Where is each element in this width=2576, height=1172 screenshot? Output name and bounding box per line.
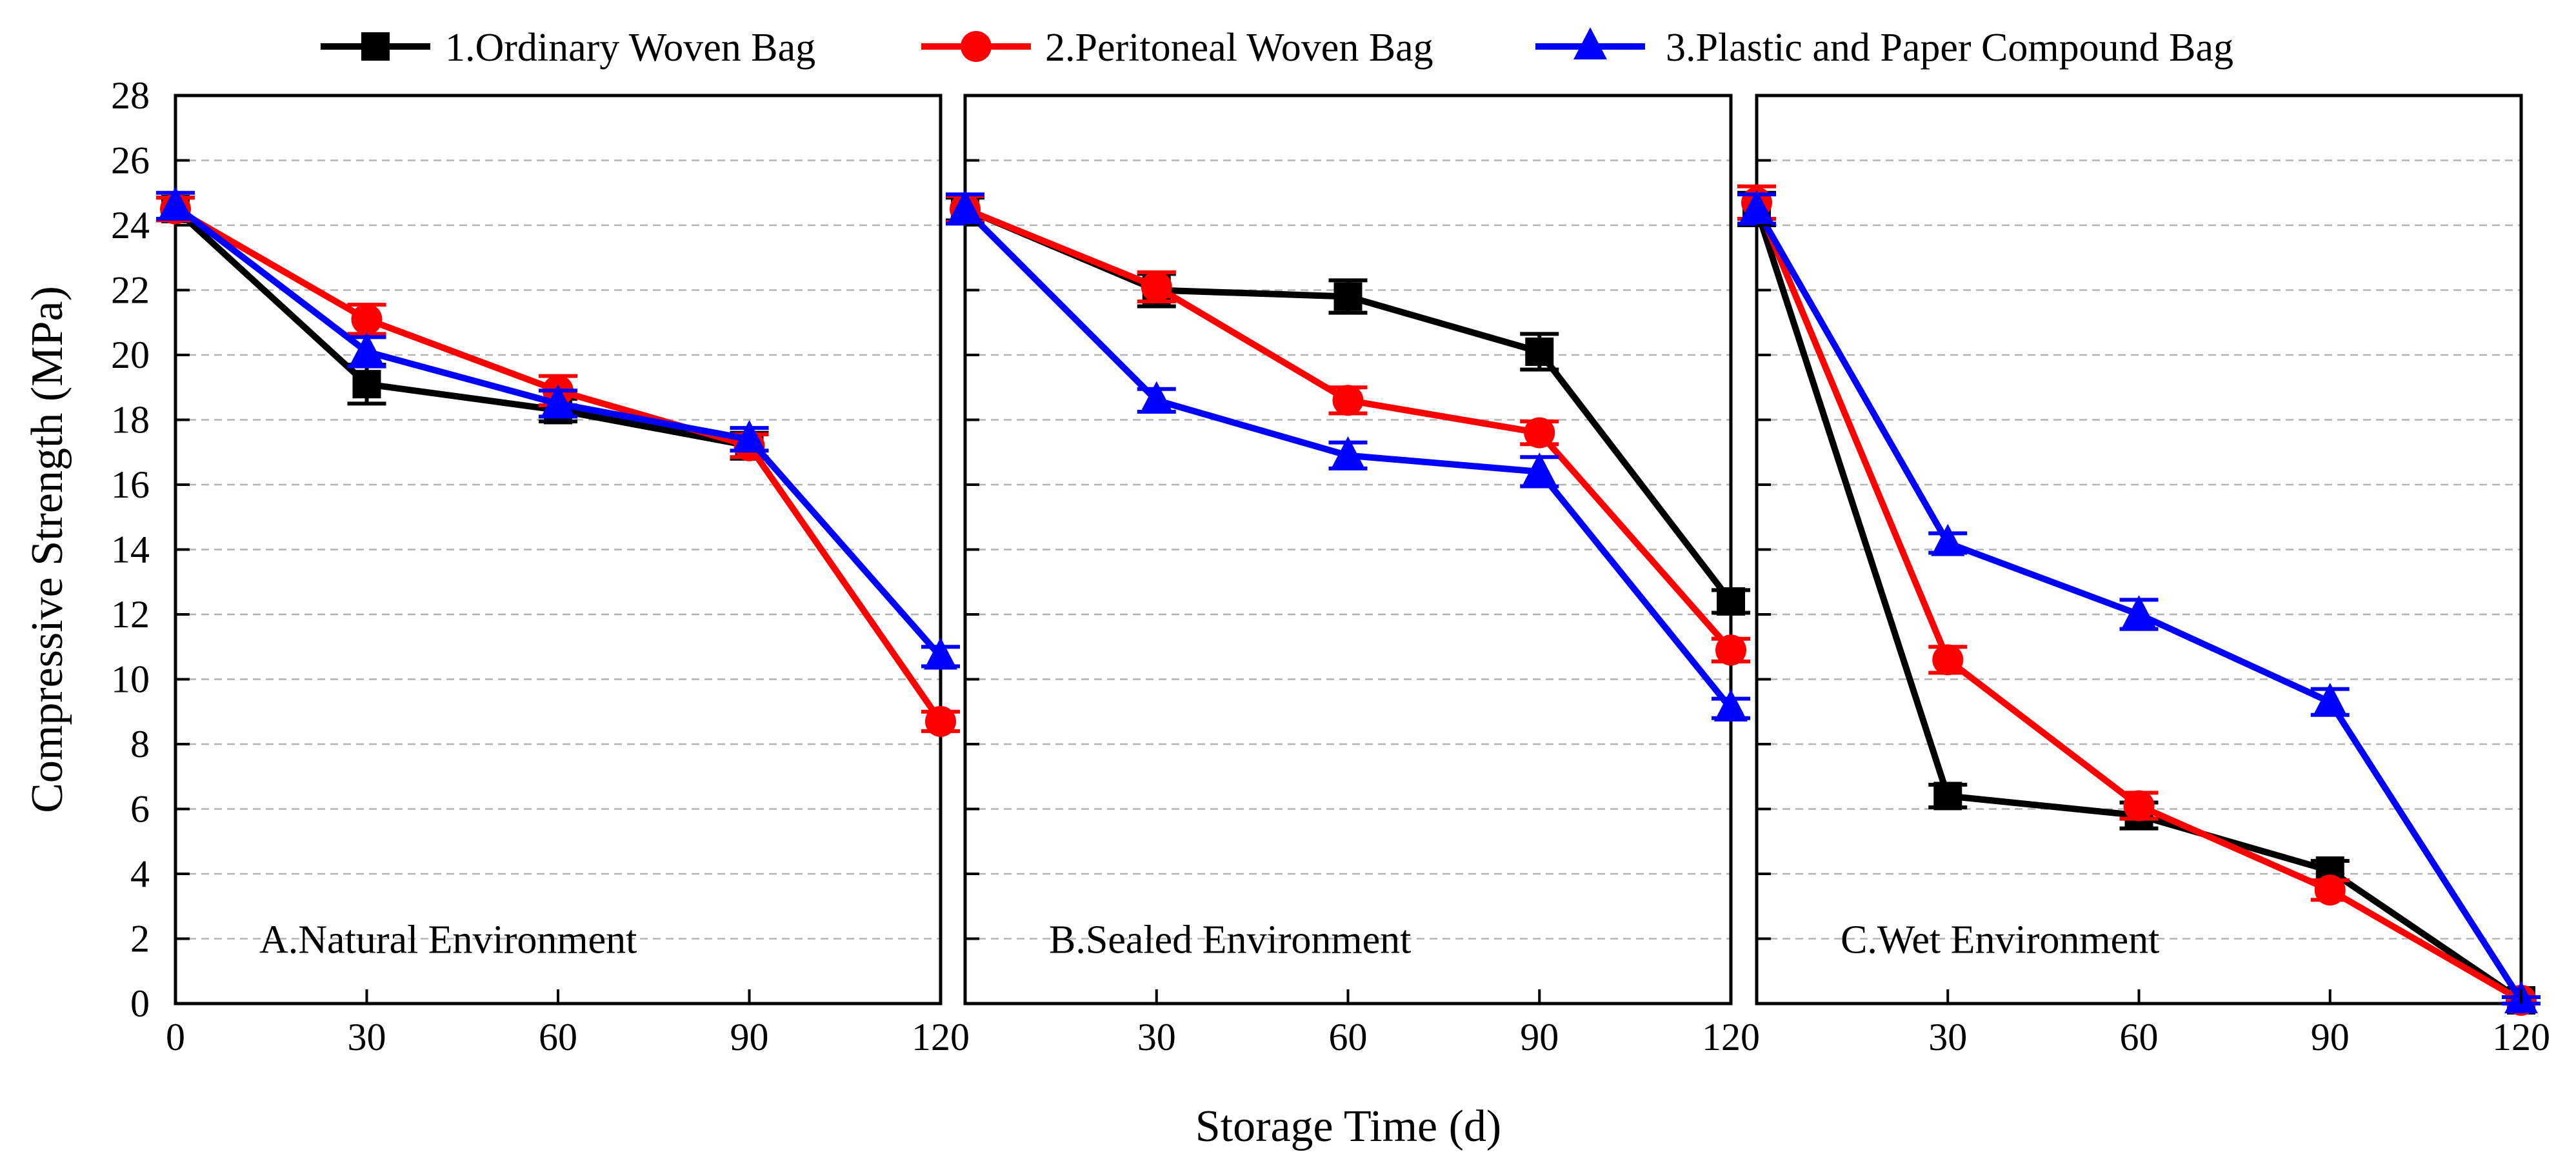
panel-a-xtick-label-30: 30 [348,1016,386,1058]
panel-b-series-2-point-120 [1715,634,1746,666]
ytick-label-20: 20 [111,334,150,376]
ytick-label-14: 14 [111,529,150,571]
panel-b-title: B.Sealed Environment [1049,918,1411,962]
panel-b-series-3-point-90 [1523,452,1557,485]
ytick-label-10: 10 [111,658,150,701]
panel-b-xtick-label-60: 60 [1329,1016,1368,1058]
ytick-label-28: 28 [111,74,150,117]
panel-c-xtick-label-120: 120 [2492,1016,2550,1058]
legend-item-2-label: 2.Peritoneal Woven Bag [1045,26,1433,70]
panel-a-series-3-point-0 [159,187,192,219]
legend-item-1: 1.Ordinary Woven Bag [321,26,815,70]
panel-b-series-1-point-120 [1717,587,1745,616]
panel-c-series-2-point-30 [1932,644,1964,676]
y-axis-title: Compressive Strength (MPa) [23,286,72,813]
panel-b-xtick-label-120: 120 [1702,1016,1760,1058]
panel-c-series-3-point-0 [1740,190,1773,223]
panel-c-xtick-label-90: 90 [2311,1016,2350,1058]
ytick-label-0: 0 [130,982,150,1025]
legend-item-2: 2.Peritoneal Woven Bag [921,26,1433,70]
panel-b-series-3-point-0 [948,190,982,223]
panel-a-xtick-label-60: 60 [539,1016,577,1058]
ytick-label-22: 22 [111,269,150,312]
panel-c-xtick-label-60: 60 [2120,1016,2159,1058]
panel-a-series-3-point-30 [350,332,384,365]
panel-a-series-3-point-90 [732,419,766,452]
legend-item-1-marker [361,32,390,61]
ytick-label-6: 6 [130,788,150,831]
ytick-label-4: 4 [130,853,150,895]
ytick-label-12: 12 [111,593,150,636]
panel-b-series-3-point-60 [1331,436,1365,469]
panel-c-xtick-label-30: 30 [1928,1016,1967,1058]
panel-c-series-2-point-90 [2314,874,2346,906]
panel-a-xtick-label-0: 0 [166,1016,185,1058]
ytick-label-16: 16 [111,463,150,506]
panel-a-series-1-line [173,207,750,449]
panel-c-title: C.Wet Environment [1841,918,2159,962]
panel-b-series-1-point-60 [1333,282,1363,311]
panel-a-xtick-label-90: 90 [730,1016,769,1058]
ytick-label-24: 24 [111,204,150,247]
legend-item-3-label: 3.Plastic and Paper Compound Bag [1666,26,2233,70]
panel-a-series-2-line [174,206,944,723]
panel-b-series-3-point-120 [1714,689,1748,722]
ytick-label-26: 26 [111,139,150,182]
panel-c-series-2-point-60 [2123,790,2155,822]
panel-a-series-2-point-30 [351,303,383,335]
panel-b-series-2-point-30 [1141,271,1172,303]
ytick-label-18: 18 [111,399,150,441]
panel-a-series-3-point-120 [924,637,957,670]
panel-b-xtick-label-30: 30 [1137,1016,1176,1058]
legend-item-2-marker [961,31,992,62]
panel-a-series-2-point-120 [925,705,956,737]
panel-c-series-3-point-30 [1931,523,1965,556]
x-axis-title: Storage Time (d) [1195,1102,1501,1151]
panel-b-series-2-line [964,206,1733,652]
ytick-label-2: 2 [130,918,150,960]
panel-b-xtick-label-90: 90 [1520,1016,1559,1058]
legend-item-3-marker [1573,27,1607,60]
panel-c-series-1-point-30 [1933,782,1962,811]
panel-b-series-1-point-90 [1525,337,1554,366]
panel-a-series-3-point-60 [541,384,575,417]
ytick-label-8: 8 [130,723,150,765]
panel-a-xtick-label-120: 120 [912,1016,970,1058]
panel-b-series-2-point-90 [1524,417,1555,449]
panel-c-series-3-point-60 [2122,595,2156,628]
panel-c-series-3-point-90 [2313,682,2347,715]
legend-item-3: 3.Plastic and Paper Compound Bag [1535,26,2233,70]
panel-b-series-3-point-30 [1139,381,1173,414]
panel-a-title: A.Natural Environment [259,918,637,962]
panel-b-series-2-point-60 [1332,385,1364,416]
legend-item-1-label: 1.Ordinary Woven Bag [445,26,815,70]
panel-a-series-1-point-30 [352,370,381,399]
